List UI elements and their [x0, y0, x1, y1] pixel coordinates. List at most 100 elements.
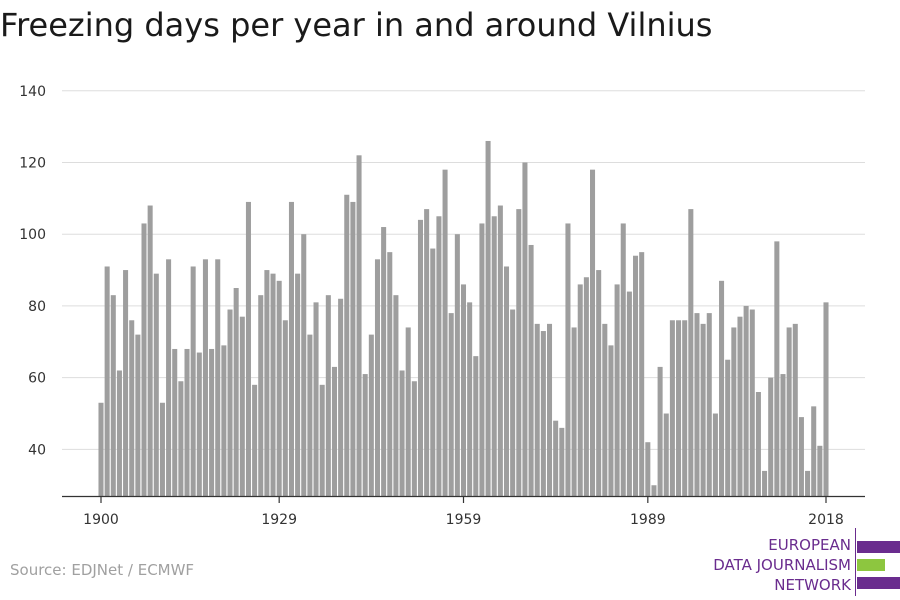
bar — [442, 169, 448, 497]
bar — [282, 320, 288, 496]
bar — [467, 302, 473, 496]
bar — [676, 320, 682, 496]
bar — [577, 284, 583, 496]
bar — [159, 402, 165, 496]
bar — [245, 201, 251, 496]
y-tick-label: 120 — [19, 155, 46, 171]
bar — [252, 384, 258, 496]
bar — [516, 209, 522, 496]
bar — [307, 334, 313, 496]
logo-bar-purple-bottom — [857, 577, 900, 589]
bar — [491, 216, 497, 496]
bar — [184, 348, 190, 496]
bar — [350, 201, 356, 496]
source-note: Source: EDJNet / ECMWF — [10, 561, 195, 579]
bar — [331, 366, 337, 496]
bar — [823, 302, 829, 496]
bar — [362, 374, 368, 496]
bar — [430, 248, 436, 496]
bar — [762, 470, 768, 496]
bar — [811, 406, 817, 496]
logo-divider — [855, 528, 856, 596]
logo-line-1: EUROPEAN — [768, 536, 851, 554]
bar — [153, 273, 159, 496]
bar — [233, 288, 239, 496]
y-tick-label: 100 — [19, 227, 46, 243]
bar — [688, 209, 694, 496]
bar — [301, 234, 307, 496]
bar — [239, 316, 245, 496]
bar — [534, 323, 540, 496]
bar — [411, 381, 417, 496]
bar — [780, 374, 786, 496]
bar — [485, 140, 491, 496]
bar — [448, 313, 454, 496]
bar — [596, 270, 602, 496]
bar — [651, 485, 657, 496]
logo-bar-purple-top — [857, 541, 900, 553]
y-tick-label: 80 — [28, 299, 46, 315]
bar — [798, 417, 804, 496]
bar — [706, 313, 712, 496]
y-tick-label: 140 — [19, 84, 46, 100]
bar — [436, 216, 442, 496]
bar — [460, 284, 467, 496]
bar — [417, 219, 424, 497]
bar — [583, 277, 589, 496]
bar — [424, 209, 430, 496]
bar — [393, 295, 399, 496]
bar — [712, 413, 718, 496]
bar — [608, 345, 614, 496]
bar — [817, 445, 823, 496]
bar — [387, 252, 393, 496]
bar — [510, 309, 516, 496]
chart-title: Freezing days per year in and around Vil… — [0, 6, 713, 44]
bar — [749, 309, 755, 496]
x-tick-label: 1900 — [83, 512, 119, 528]
bar — [338, 298, 344, 496]
bar — [626, 291, 632, 496]
bar — [288, 201, 294, 496]
bar — [559, 427, 565, 496]
bar — [645, 442, 651, 496]
bar — [202, 259, 208, 496]
y-axis-ticks: 40 60 80 100 120 140 — [19, 84, 46, 459]
bar — [719, 280, 725, 496]
bar — [276, 280, 282, 496]
y-tick-label: 60 — [28, 371, 46, 387]
bar — [319, 384, 325, 496]
y-tick-label: 40 — [28, 442, 46, 458]
bar — [755, 392, 761, 496]
edjnet-logo: EUROPEAN DATA JOURNALISM NETWORK — [700, 528, 900, 596]
bar — [565, 223, 571, 496]
x-tick-label: 1929 — [261, 512, 297, 528]
bar — [633, 255, 639, 496]
bar — [123, 270, 129, 496]
bar — [546, 323, 553, 496]
x-tick-label: 2018 — [808, 512, 844, 528]
bar — [116, 370, 122, 496]
bar — [325, 295, 331, 496]
bar — [264, 270, 270, 496]
bar — [374, 259, 381, 496]
bar — [178, 381, 184, 496]
bar — [141, 223, 147, 496]
bar — [295, 273, 301, 496]
bar — [620, 223, 626, 496]
bar — [602, 323, 608, 496]
bar — [227, 309, 233, 496]
bar — [473, 356, 479, 496]
bar — [725, 359, 731, 496]
bar — [313, 302, 319, 496]
bar — [743, 305, 749, 496]
bar — [479, 223, 485, 496]
logo-line-2: DATA JOURNALISM — [713, 556, 851, 574]
bar — [694, 313, 700, 496]
x-axis: 1900 1929 1959 1989 2018 — [62, 495, 865, 528]
bar — [147, 205, 153, 496]
bar — [553, 420, 559, 496]
bar — [774, 241, 780, 496]
bar — [166, 259, 172, 496]
bar — [497, 205, 503, 496]
